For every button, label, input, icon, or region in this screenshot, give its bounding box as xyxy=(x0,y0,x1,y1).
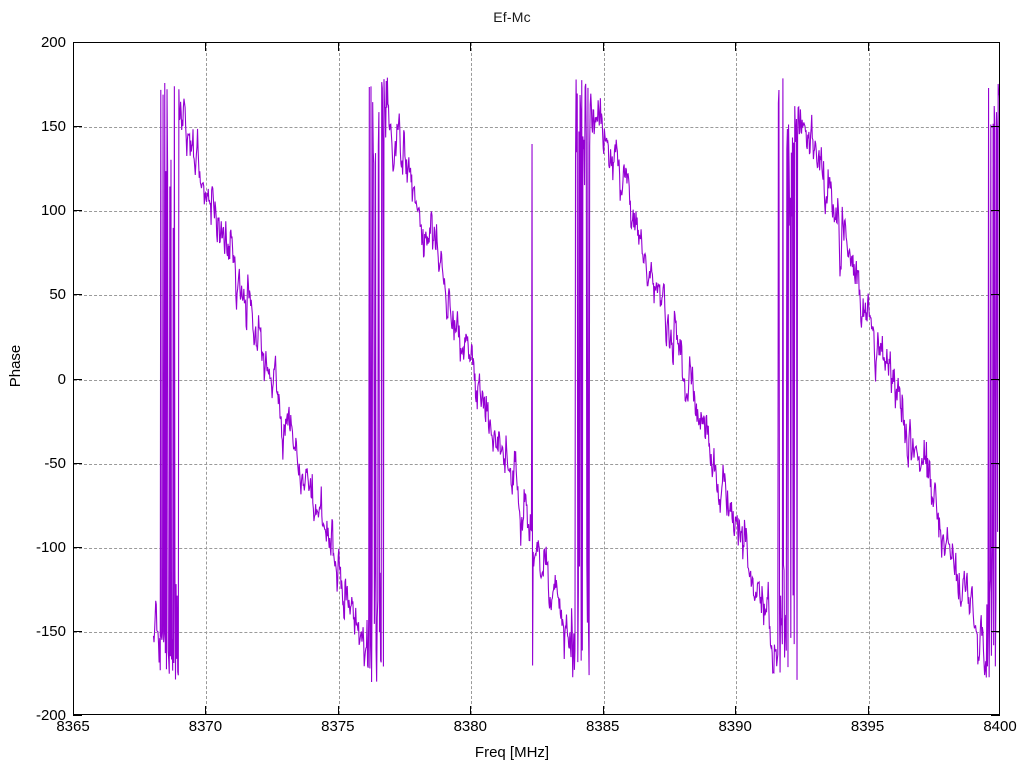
y-axis-tick xyxy=(991,462,1000,464)
plot-frame xyxy=(73,42,1000,715)
y-axis-tick xyxy=(991,126,1000,128)
x-axis-tick-label: 8375 xyxy=(321,718,355,735)
y-axis-tick-label: -50 xyxy=(44,454,66,472)
chart-title: Ef-Mc xyxy=(493,9,531,25)
x-axis-tick-label: 8380 xyxy=(453,718,487,735)
y-axis-tick-label: -150 xyxy=(35,622,66,640)
x-axis-tick-label: 8390 xyxy=(718,718,752,735)
gridline-vertical xyxy=(603,43,605,714)
x-axis-tick xyxy=(602,42,604,51)
gridline-vertical xyxy=(338,43,340,714)
x-axis-tick-label: 8370 xyxy=(188,718,223,735)
x-axis-tick xyxy=(735,706,737,715)
x-axis-tick-label: 8400 xyxy=(983,718,1017,735)
y-axis-tick xyxy=(73,462,82,464)
x-axis-tick xyxy=(735,42,737,51)
y-axis-tick xyxy=(73,210,82,212)
y-axis-tick xyxy=(73,715,82,716)
x-axis-tick xyxy=(205,42,207,51)
y-axis-tick-label: -200 xyxy=(35,707,66,724)
y-axis-tick xyxy=(73,630,82,632)
x-axis-title: Freq [MHz] xyxy=(474,744,550,761)
x-axis-tick xyxy=(470,42,472,51)
gridline-vertical xyxy=(206,43,208,714)
phase-data-series xyxy=(152,77,999,682)
y-axis-tick xyxy=(991,546,1000,548)
plot-area xyxy=(74,43,999,714)
gridline-horizontal xyxy=(74,631,999,633)
y-axis-tick-label: 150 xyxy=(40,118,66,136)
y-axis-tick-label: 0 xyxy=(57,370,66,388)
x-axis-tick xyxy=(337,42,339,51)
y-axis-tick xyxy=(73,42,82,43)
y-axis-tick xyxy=(991,42,1000,43)
y-axis-tick xyxy=(991,378,1000,380)
gridline-vertical xyxy=(868,43,870,714)
gridline-horizontal xyxy=(74,379,999,381)
gridline-vertical xyxy=(471,43,473,714)
y-axis-tick xyxy=(991,210,1000,212)
y-axis-tick xyxy=(991,294,1000,296)
x-axis-tick xyxy=(602,706,604,715)
y-axis-tick xyxy=(991,715,1000,716)
x-axis-tick xyxy=(205,706,207,715)
y-axis-tick xyxy=(73,546,82,548)
phase-line xyxy=(152,77,999,682)
x-axis-tick xyxy=(867,42,869,51)
y-axis-tick-label: 100 xyxy=(40,202,66,220)
x-axis-tick-label: 8395 xyxy=(850,718,885,735)
gridline-vertical xyxy=(736,43,738,714)
y-axis-tick xyxy=(991,630,1000,632)
y-axis-tick xyxy=(73,378,82,380)
gridline-horizontal xyxy=(74,463,999,465)
y-axis-tick-label: -100 xyxy=(35,538,66,556)
y-axis-tick-label: 50 xyxy=(49,286,66,304)
y-axis-tick xyxy=(73,126,82,128)
x-axis-tick xyxy=(867,706,869,715)
y-axis-tick xyxy=(73,294,82,296)
y-axis-title: Phase xyxy=(7,344,24,388)
gridline-horizontal xyxy=(74,211,999,213)
gridline-horizontal xyxy=(74,295,999,297)
y-axis-tick-label: 200 xyxy=(40,34,66,51)
gridline-horizontal xyxy=(74,127,999,129)
x-axis-tick-label: 8385 xyxy=(586,718,620,735)
x-axis-tick xyxy=(337,706,339,715)
x-axis-tick xyxy=(470,706,472,715)
x-axis-tick-label: 8365 xyxy=(56,718,90,735)
